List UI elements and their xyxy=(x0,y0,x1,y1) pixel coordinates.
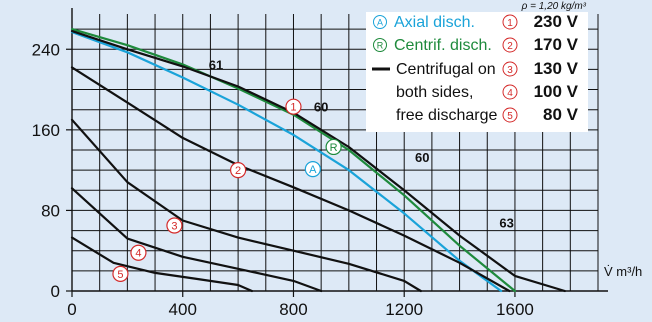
series-curve xyxy=(70,187,323,293)
curve-marker-symbol: 2 xyxy=(235,165,241,177)
legend-background xyxy=(366,12,588,132)
legend-voltage-label: 80 V xyxy=(543,105,579,124)
x-axis-label: V̇ m³/h xyxy=(604,264,642,279)
x-tick-label: 800 xyxy=(279,300,307,319)
density-note: ρ = 1,20 kg/m³ xyxy=(521,1,587,12)
curve-marker-symbol: 1 xyxy=(290,102,296,114)
legend-voltage-marker: 3 xyxy=(507,65,513,76)
legend-voltage-marker: 5 xyxy=(507,111,513,122)
curve-marker-circle xyxy=(285,98,302,115)
curve-marker-symbol: 3 xyxy=(171,221,177,233)
x-tick-label: 1600 xyxy=(496,300,534,319)
series-curve xyxy=(70,66,511,293)
legend-label: free discharge xyxy=(396,107,497,124)
legend-voltage-marker: 4 xyxy=(507,88,513,99)
legend-symbol-circle xyxy=(373,38,387,52)
sound-level-label: 63 xyxy=(499,216,513,231)
legend-symbol: R xyxy=(377,41,384,51)
series-curve xyxy=(70,236,253,293)
legend-symbol-circle xyxy=(373,15,387,29)
series-curve xyxy=(70,118,422,293)
curve-marker-symbol: 5 xyxy=(117,269,123,281)
legend-voltage-label: 230 V xyxy=(534,12,579,31)
legend-label: Axial disch. xyxy=(394,14,475,31)
curve-marker-circle xyxy=(230,162,247,179)
legend-voltage-label: 130 V xyxy=(534,59,579,78)
y-tick-label: 80 xyxy=(41,201,60,220)
legend-voltage-marker: 1 xyxy=(507,18,513,29)
legend-voltage-circle xyxy=(502,61,518,77)
legend-label: Centrif. disch. xyxy=(394,37,492,54)
series-curve xyxy=(70,30,566,293)
x-tick-label: 0 xyxy=(67,300,76,319)
legend-voltage-circle xyxy=(502,14,518,30)
series-curve xyxy=(70,30,503,293)
curve-marker-symbol: 4 xyxy=(135,248,141,260)
sound-level-label: 61 xyxy=(209,57,223,72)
legend-voltage-marker: 2 xyxy=(507,41,513,52)
y-tick-label: 160 xyxy=(32,121,60,140)
y-tick-label: 240 xyxy=(32,40,60,59)
legend-voltage-label: 170 V xyxy=(534,35,579,54)
chart-legend: ρ = 1,20 kg/m³ A Axial disch. R Centrif. di… xyxy=(366,1,588,132)
curve-marker-circle xyxy=(304,161,321,178)
sound-level-label: 60 xyxy=(415,150,429,165)
curve-marker-circle xyxy=(325,138,342,156)
legend-label: Centrifugal on xyxy=(396,61,496,78)
y-tick-label: 0 xyxy=(51,282,60,301)
curve-marker-symbol: A xyxy=(309,164,317,176)
curve-marker-symbol: R xyxy=(330,142,338,154)
curve-marker-circle xyxy=(130,244,147,261)
curve-marker-circle xyxy=(112,265,129,282)
sound-level-label: 60 xyxy=(314,100,328,115)
x-tick-label: 400 xyxy=(169,300,197,319)
legend-voltage-circle xyxy=(502,37,518,53)
legend-label: both sides, xyxy=(396,84,473,101)
chart-grid xyxy=(72,14,599,291)
curve-marker-circle xyxy=(166,217,183,234)
legend-voltage-label: 100 V xyxy=(534,82,579,101)
legend-symbol: A xyxy=(377,18,383,28)
legend-voltage-circle xyxy=(502,84,518,100)
x-tick-label: 1200 xyxy=(385,300,423,319)
legend-voltage-circle xyxy=(502,107,518,123)
chart-series xyxy=(70,28,566,293)
